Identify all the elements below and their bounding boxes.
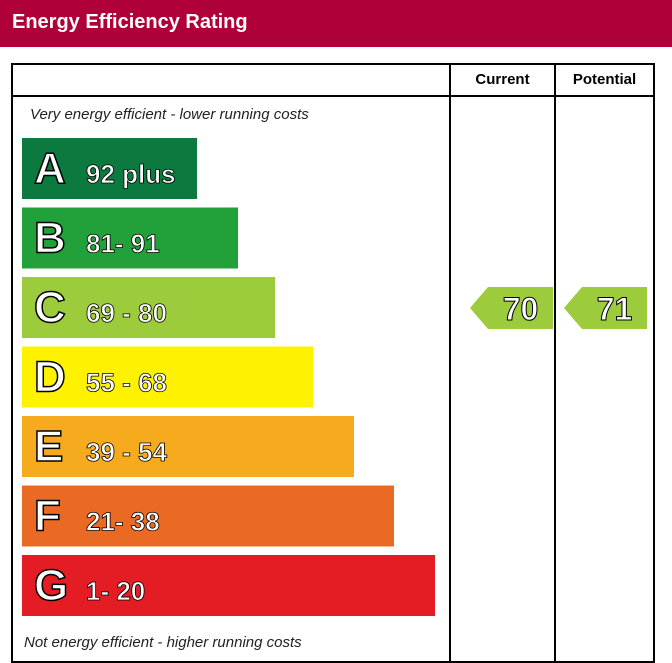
band-range-a: 92 plus <box>86 159 176 189</box>
potential-column-header: Potential <box>572 71 637 88</box>
page-title: Energy Efficiency Rating <box>12 11 248 33</box>
divider-right <box>554 63 556 663</box>
band-range-e: 39 - 54 <box>86 437 167 467</box>
band-letter-f: F <box>34 492 61 541</box>
current-rating-arrow-shape <box>470 287 553 329</box>
band-range-g: 1- 20 <box>86 576 145 606</box>
current-rating-arrow-value: 70 <box>503 291 539 327</box>
band-letter-a: A <box>34 144 66 193</box>
band-range-b: 81- 91 <box>86 229 160 259</box>
band-letter-c: C <box>34 283 66 332</box>
inefficient-note: Not energy efficient - higher running co… <box>24 634 302 651</box>
band-letter-b: B <box>34 214 66 263</box>
band-c: C 69 - 80 <box>22 277 275 338</box>
band-bar-g <box>22 555 435 616</box>
band-d: D 55 - 68 <box>22 346 313 408</box>
potential-rating-arrow-shape <box>564 287 647 329</box>
band-bar-b <box>22 207 238 269</box>
band-letter-e: E <box>34 422 63 471</box>
band-f: F 21- 38 <box>22 485 394 547</box>
potential-rating-arrow: 71 <box>564 287 647 329</box>
band-letter-g: G <box>34 561 68 610</box>
band-bar-c <box>22 277 275 338</box>
band-bar-a <box>22 138 197 199</box>
potential-rating-arrow-value: 71 <box>597 291 633 327</box>
efficient-note: Very energy efficient - lower running co… <box>30 106 309 123</box>
band-a: A 92 plus <box>22 138 197 199</box>
band-b: B 81- 91 <box>22 207 238 269</box>
current-column-header: Current <box>475 71 530 88</box>
band-bar-d <box>22 346 313 408</box>
band-bar-e <box>22 416 354 477</box>
header-bar: Energy Efficiency Rating <box>0 0 672 47</box>
band-range-c: 69 - 80 <box>86 298 167 328</box>
band-range-d: 55 - 68 <box>86 368 167 398</box>
divider-left <box>449 63 451 663</box>
band-bar-f <box>22 485 394 547</box>
current-rating-arrow: 70 <box>470 287 553 329</box>
band-e: E 39 - 54 <box>22 416 354 477</box>
band-g: G 1- 20 <box>22 555 435 616</box>
header-divider <box>11 95 655 97</box>
band-letter-d: D <box>34 353 66 402</box>
band-range-f: 21- 38 <box>86 507 160 537</box>
